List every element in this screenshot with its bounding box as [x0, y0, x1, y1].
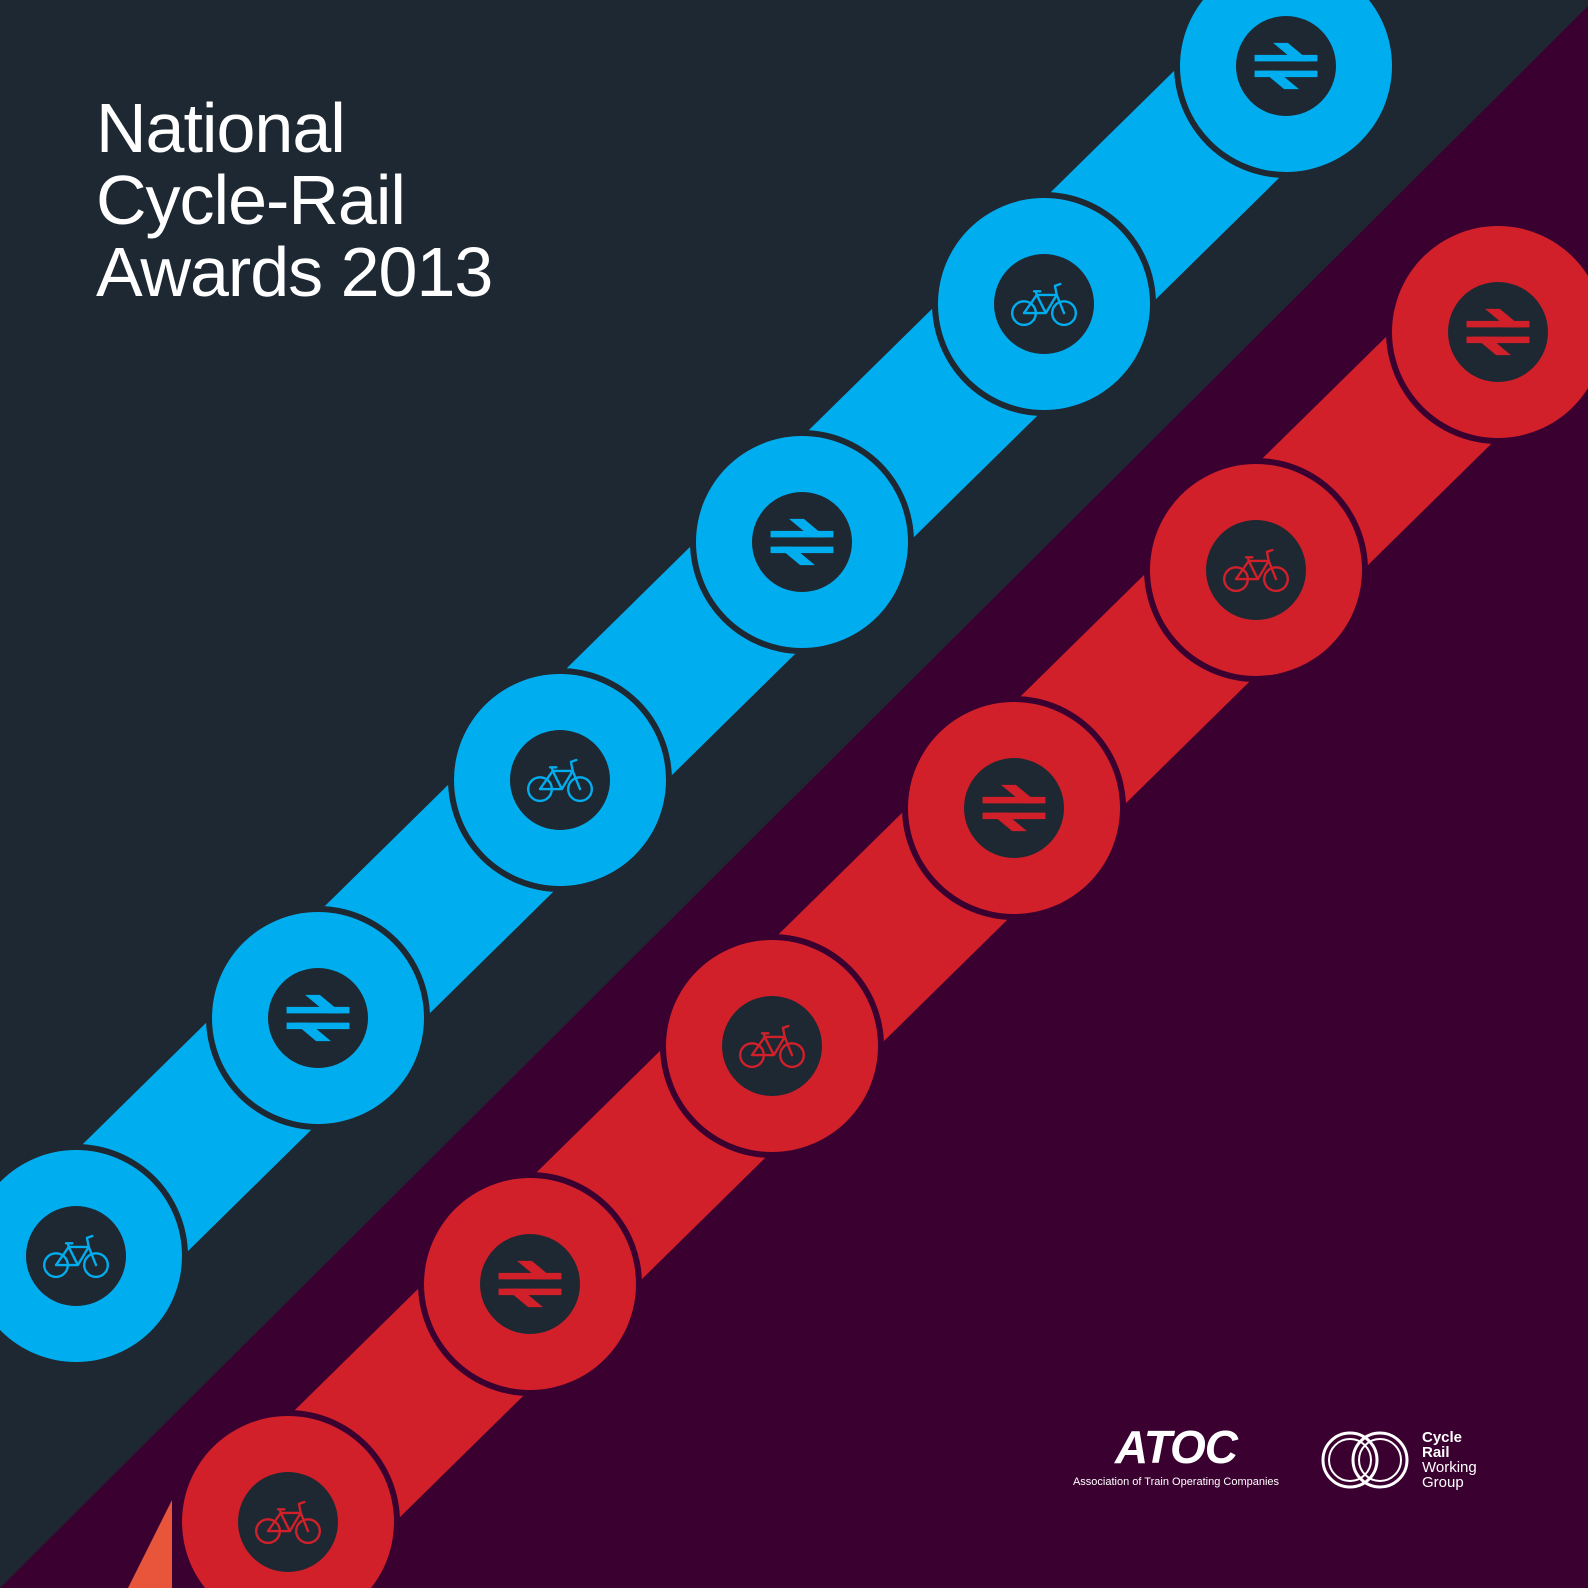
title-line-2: Cycle-Rail	[96, 161, 406, 239]
crwg-line-1: Cycle	[1422, 1429, 1463, 1446]
blue-chain-pin	[26, 1206, 126, 1306]
atoc-wordmark: ATOC	[1114, 1421, 1238, 1473]
blue-chain-pin	[510, 730, 610, 830]
red-chain-pin	[722, 996, 822, 1096]
crwg-line-3: Working	[1422, 1459, 1477, 1476]
blue-chain-pin	[1236, 16, 1336, 116]
blue-chain	[0, 0, 1392, 1362]
title-line-1: National	[96, 89, 346, 167]
red-chain-pin	[964, 758, 1064, 858]
red-chain-pin	[238, 1472, 338, 1572]
crwg-text: Cycle Rail Working Group	[1422, 1430, 1477, 1490]
red-chain	[176, 220, 1588, 1588]
red-chain-pin	[1206, 520, 1306, 620]
crwg-line-4: Group	[1422, 1474, 1464, 1491]
atoc-logo: ATOC Association of Train Operating Comp…	[1066, 1424, 1286, 1488]
crwg-rings-logo	[1321, 1431, 1409, 1489]
red-chain-pin	[1448, 282, 1548, 382]
atoc-subtitle: Association of Train Operating Companies	[1072, 1476, 1280, 1488]
page-title: National Cycle-Rail Awards 2013	[96, 89, 493, 311]
blue-chain-pin	[752, 492, 852, 592]
title-line-3: Awards 2013	[96, 233, 493, 311]
red-chain-pin	[480, 1234, 580, 1334]
blue-chain-pin	[268, 968, 368, 1068]
blue-chain-pin	[994, 254, 1094, 354]
crwg-line-2: Rail	[1422, 1444, 1450, 1461]
